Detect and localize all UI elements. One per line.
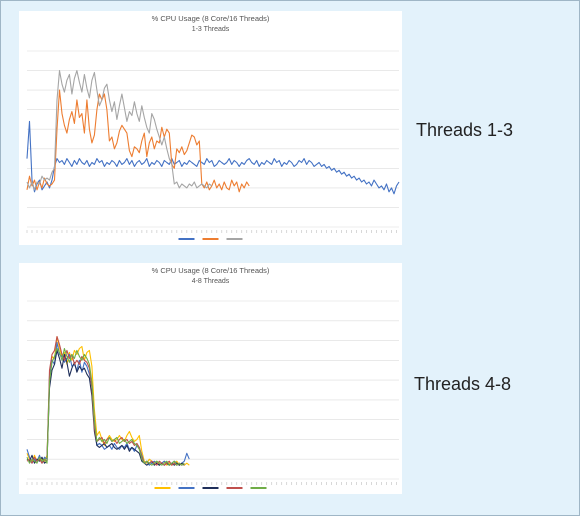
series-line-1: [26, 120, 400, 195]
legend-swatch-1: [154, 487, 171, 489]
legend-swatch-3: [226, 238, 243, 240]
legend-swatch-2: [178, 487, 195, 489]
gridlines: [27, 300, 399, 480]
cpu-usage-chart-threads-4-8: % CPU Usage (8 Core/16 Threads) 4-8 Threa…: [19, 263, 402, 494]
x-tick-band: [26, 230, 397, 233]
chart-title: % CPU Usage (8 Core/16 Threads): [152, 14, 270, 23]
legend-swatch-5: [250, 487, 267, 489]
chart-subtitle: 1-3 Threads: [192, 26, 230, 33]
series-line-2: [26, 89, 250, 193]
label-threads-1-3: Threads 1-3: [416, 120, 514, 140]
legend-swatch-1: [178, 238, 195, 240]
chart-title: % CPU Usage (8 Core/16 Threads): [152, 266, 270, 275]
legend: [178, 238, 243, 240]
legend: [154, 487, 267, 489]
series-line-3: [26, 70, 213, 191]
label-threads-4-8: Threads 4-8: [414, 374, 512, 394]
chart-svg-2: % CPU Usage (8 Core/16 Threads) 4-8 Threa…: [26, 266, 399, 489]
legend-swatch-4: [226, 487, 243, 489]
gridlines: [27, 50, 399, 228]
legend-swatch-3: [202, 487, 219, 489]
x-tick-band: [26, 482, 397, 485]
chart-subtitle: 4-8 Threads: [192, 278, 230, 285]
chart-svg-1: % CPU Usage (8 Core/16 Threads) 1-3 Threa…: [26, 14, 400, 240]
legend-swatch-2: [202, 238, 219, 240]
series-line-5: [26, 347, 185, 466]
cpu-usage-chart-threads-1-3: % CPU Usage (8 Core/16 Threads) 1-3 Threa…: [19, 11, 402, 245]
